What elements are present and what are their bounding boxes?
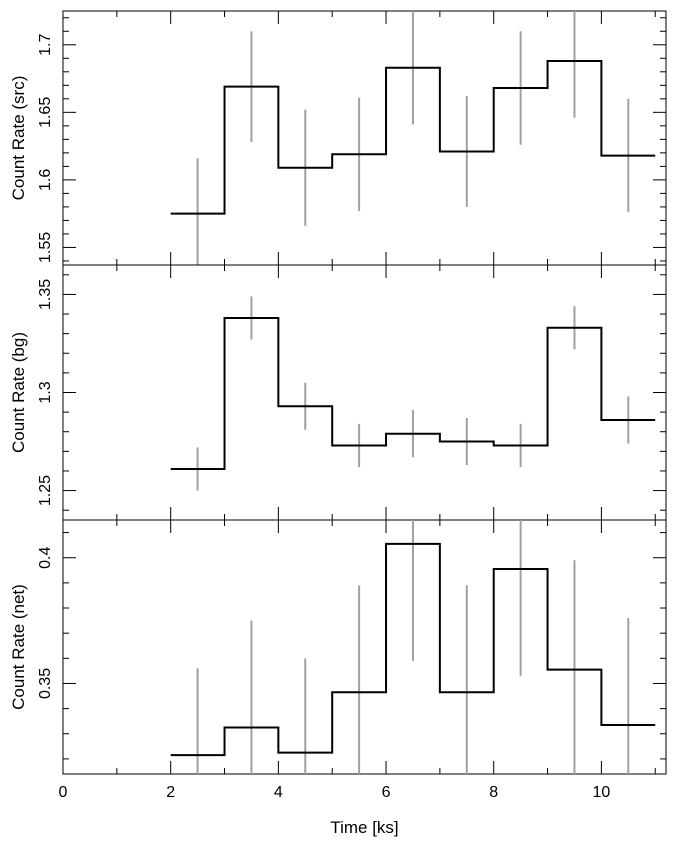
plot-frame (62, 10, 667, 266)
y-tick-label: 0.4 (37, 547, 54, 569)
y-tick-label: 1.65 (37, 97, 54, 128)
step-series-line (170, 542, 656, 757)
x-tick-label: 0 (59, 784, 68, 801)
panel-net: 0.35 0.4 Count Rate (net) 0 2 4 6 8 10 Time [ks] (9, 519, 667, 837)
y-tick-label: 1.25 (37, 475, 54, 506)
plot-frame (62, 519, 667, 775)
y-axis-title: Count Rate (bg) (9, 332, 28, 453)
y-tick-label: 0.35 (37, 668, 54, 699)
plot-area (170, 296, 656, 491)
panel-bg: 1.25 1.3 1.35 Count Rate (bg) (9, 264, 667, 521)
x-tick-label: 10 (592, 784, 610, 801)
y-tick-label: 1.35 (37, 279, 54, 310)
x-tick-label: 4 (274, 784, 283, 801)
y-tick-label: 1.55 (37, 232, 54, 263)
panel-src: 1.55 1.6 1.65 1.7 Count Rate (src) (9, 10, 667, 266)
x-tick-label: 6 (382, 784, 391, 801)
x-tick-label: 2 (166, 784, 175, 801)
x-tick-label: 8 (489, 784, 498, 801)
y-axis-title: Count Rate (net) (9, 584, 28, 710)
step-series-line (170, 316, 656, 470)
y-tick-label: 1.7 (37, 34, 54, 56)
y-axis-title: Count Rate (src) (9, 76, 28, 201)
y-tick-label: 1.6 (37, 169, 54, 191)
plot-area (170, 11, 656, 265)
plot-frame (62, 264, 667, 521)
step-series-line (170, 59, 656, 215)
x-axis-title: Time [ks] (330, 818, 398, 837)
plot-area (170, 520, 656, 774)
y-tick-label: 1.3 (37, 381, 54, 403)
